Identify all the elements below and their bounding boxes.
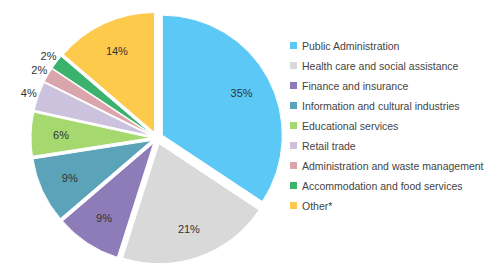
- legend-item: Educational services: [290, 120, 398, 132]
- legend-label: Retail trade: [302, 140, 356, 152]
- legend-item: Finance and insurance: [290, 80, 408, 92]
- data-label: 35%: [231, 87, 253, 99]
- legend-swatch: [290, 142, 297, 149]
- legend-item: Information and cultural industries: [290, 100, 460, 112]
- legend-item: Other*: [290, 200, 332, 212]
- legend-label: Administration and waste management: [302, 160, 484, 172]
- data-label: 6%: [53, 129, 69, 141]
- legend-item: Accommodation and food services: [290, 180, 463, 192]
- data-label: 21%: [178, 223, 200, 235]
- legend-label: Public Administration: [302, 40, 400, 52]
- legend-label: Other*: [302, 200, 332, 212]
- legend-swatch: [290, 102, 297, 109]
- legend-swatch: [290, 162, 297, 169]
- chart: 35% 21% 9% 9% 6% 4% 2% 2% 14% Public Administrati…: [0, 0, 496, 276]
- legend-item: Health care and social assistance: [290, 60, 459, 72]
- legend-label: Health care and social assistance: [302, 60, 459, 72]
- legend-label: Educational services: [302, 120, 398, 132]
- pie: 35% 21% 9% 9% 6% 4% 2% 2% 14%: [21, 13, 283, 264]
- legend-item: Administration and waste management: [290, 160, 484, 172]
- legend-swatch: [290, 62, 297, 69]
- legend-swatch: [290, 202, 297, 209]
- legend-label: Information and cultural industries: [302, 100, 460, 112]
- legend-swatch: [290, 122, 297, 129]
- legend-swatch: [290, 182, 297, 189]
- pie-slice: [63, 13, 154, 133]
- legend-item: Retail trade: [290, 140, 356, 152]
- legend-label: Accommodation and food services: [302, 180, 463, 192]
- legend-item: Public Administration: [290, 40, 400, 52]
- legend-swatch: [290, 82, 297, 89]
- data-label: 9%: [62, 172, 78, 184]
- data-label: 2%: [31, 64, 47, 76]
- data-label: 2%: [41, 50, 57, 62]
- legend-label: Finance and insurance: [302, 80, 408, 92]
- legend: Public Administration Health care and soc…: [290, 40, 484, 212]
- legend-swatch: [290, 42, 297, 49]
- data-label: 4%: [21, 87, 37, 99]
- data-label: 9%: [96, 212, 112, 224]
- data-label: 14%: [106, 45, 128, 57]
